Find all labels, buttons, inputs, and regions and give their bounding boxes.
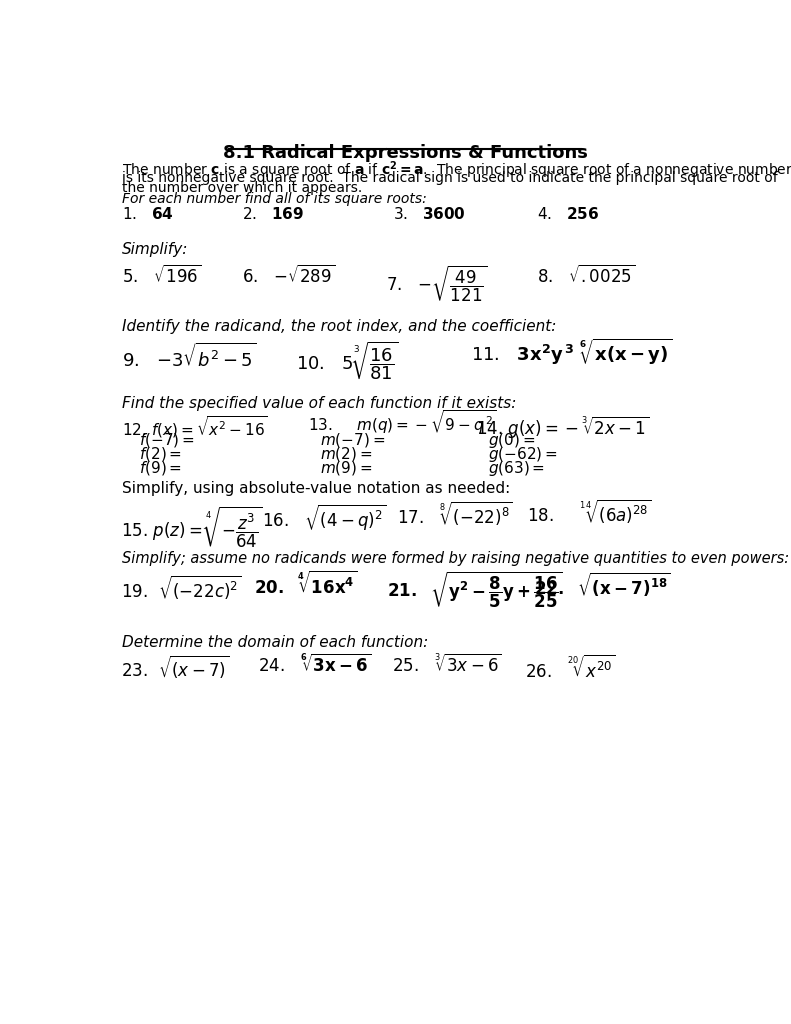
Text: 6.   $-\sqrt{289}$: 6. $-\sqrt{289}$ [242,265,335,288]
Text: Simplify; assume no radicands were formed by raising negative quantities to even: Simplify; assume no radicands were forme… [122,551,789,566]
Text: $m(9) = $: $m(9) = $ [320,459,373,476]
Text: 2.   $\mathbf{169}$: 2. $\mathbf{169}$ [242,206,305,222]
Text: $m(-7) = $: $m(-7) = $ [320,431,385,449]
Text: 18.     $\sqrt[14]{(6a)^{28}}$: 18. $\sqrt[14]{(6a)^{28}}$ [528,498,653,526]
Text: 7.   $-\sqrt{\dfrac{49}{121}}$: 7. $-\sqrt{\dfrac{49}{121}}$ [386,263,487,303]
Text: 17.   $\sqrt[8]{(-22)^8}$: 17. $\sqrt[8]{(-22)^8}$ [397,500,513,528]
Text: 16.   $\sqrt{(4-q)^2}$: 16. $\sqrt{(4-q)^2}$ [262,503,386,532]
Text: Identify the radicand, the root index, and the coefficient:: Identify the radicand, the root index, a… [122,319,557,334]
Text: Simplify, using absolute-value notation as needed:: Simplify, using absolute-value notation … [122,481,510,496]
Text: $f(2) = $: $f(2) = $ [139,444,182,463]
Text: 8.   $\sqrt{.0025}$: 8. $\sqrt{.0025}$ [537,265,635,288]
Text: 9.   $-3\sqrt{b^2-5}$: 9. $-3\sqrt{b^2-5}$ [122,342,256,371]
Text: $f(-7) = $: $f(-7) = $ [139,431,195,449]
Text: 14. $g(x) = -\sqrt[3]{2x-1}$: 14. $g(x) = -\sqrt[3]{2x-1}$ [476,414,649,440]
Text: 4.   $\mathbf{256}$: 4. $\mathbf{256}$ [537,206,599,222]
Text: $g(63) = $: $g(63) = $ [488,459,545,477]
Text: 1.   $\mathbf{64}$: 1. $\mathbf{64}$ [122,206,174,222]
Text: 11.   $\mathbf{3x^2y^{\,3}\ \sqrt[6]{x(x-y)}}$: 11. $\mathbf{3x^2y^{\,3}\ \sqrt[6]{x(x-y… [471,337,672,368]
Text: $m(2) = $: $m(2) = $ [320,444,373,463]
Text: Simplify:: Simplify: [122,243,188,257]
Text: 19.  $\sqrt{(-22c)^2}$: 19. $\sqrt{(-22c)^2}$ [120,573,241,602]
Text: 26.   $\sqrt[20]{x^{20}}$: 26. $\sqrt[20]{x^{20}}$ [525,654,615,681]
Text: The number $\bf{c}$ is a square root of $\bf{a}$ if $\bf{c^2 = a}$.  The princip: The number $\bf{c}$ is a square root of … [122,160,791,181]
Text: 25.   $\sqrt[3]{3x-6}$: 25. $\sqrt[3]{3x-6}$ [392,654,501,676]
Text: 13.     $m(q) = -\sqrt{9-q^{\,2}}$: 13. $m(q) = -\sqrt{9-q^{\,2}}$ [308,408,497,435]
Text: Find the specified value of each function if it exists:: Find the specified value of each functio… [122,396,517,412]
Text: is its nonnegative square root.  The radical sign is used to indicate the princi: is its nonnegative square root. The radi… [122,171,778,184]
Text: 12. $f(x) = \sqrt{x^2-16}$: 12. $f(x) = \sqrt{x^2-16}$ [122,414,268,440]
Text: 15. $p(z) = \sqrt[4]{-\dfrac{z^3}{64}}$: 15. $p(z) = \sqrt[4]{-\dfrac{z^3}{64}}$ [120,504,263,550]
Text: Determine the domain of each function:: Determine the domain of each function: [122,635,429,650]
Text: 3.   $\mathbf{3600}$: 3. $\mathbf{3600}$ [393,206,466,222]
Text: $f(9) = $: $f(9) = $ [139,459,182,476]
Text: $\mathbf{22.\ \ \sqrt{(x-7)^{18}}}$: $\mathbf{22.\ \ \sqrt{(x-7)^{18}}}$ [535,570,672,599]
Text: 8.1 Radical Expressions & Functions: 8.1 Radical Expressions & Functions [222,144,588,163]
Text: 24.   $\mathbf{\sqrt[6]{3x-6}}$: 24. $\mathbf{\sqrt[6]{3x-6}}$ [258,654,371,676]
Text: $g(0) = $: $g(0) = $ [488,431,536,450]
Text: $g(-62) = $: $g(-62) = $ [488,444,558,464]
Text: $\mathbf{21.\ \ \sqrt{y^2 - \dfrac{8}{5}y + \dfrac{16}{25}}}$: $\mathbf{21.\ \ \sqrt{y^2 - \dfrac{8}{5}… [387,569,563,610]
Text: 23.  $\sqrt{(x-7)}$: 23. $\sqrt{(x-7)}$ [120,654,229,681]
Text: the number over which it appears.: the number over which it appears. [122,181,362,196]
Text: 5.   $\sqrt{196}$: 5. $\sqrt{196}$ [122,265,202,288]
Text: For each number find all of its square roots:: For each number find all of its square r… [122,193,427,206]
Text: 10.   $5\sqrt[3]{\dfrac{16}{81}}$: 10. $5\sqrt[3]{\dfrac{16}{81}}$ [297,340,399,383]
Text: $\mathbf{20.\ \ \sqrt[4]{16x^4}}$: $\mathbf{20.\ \ \sqrt[4]{16x^4}}$ [254,570,358,598]
